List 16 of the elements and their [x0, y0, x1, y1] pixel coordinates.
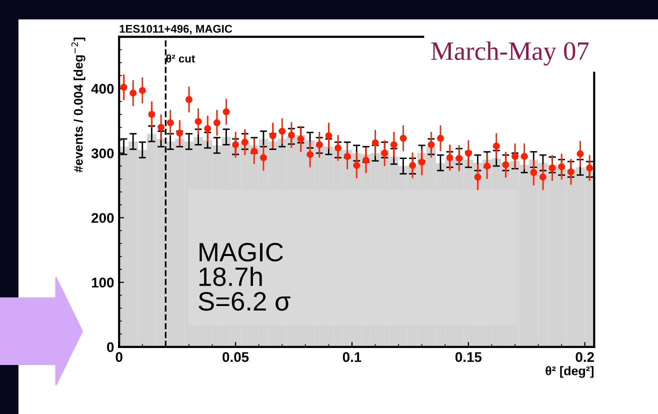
y-tick-label: 200	[92, 213, 114, 223]
y-axis-title: #events / 0.004 [deg$^{−2}$]	[71, 38, 86, 172]
x-tick-label: 0.05	[222, 352, 249, 362]
ref-line-label: θ² cut	[166, 54, 195, 63]
x-tick-label: 0.2	[576, 352, 594, 362]
x-tick-label: 0.15	[455, 352, 482, 362]
y-tick-label: 400	[91, 84, 114, 94]
annotation: MAGIC 18.7h S=6.2 σ	[198, 242, 290, 311]
x-tick-label: 0.1	[342, 352, 362, 362]
y-tick-label: 100	[92, 278, 114, 288]
y-tick-label: 300	[91, 148, 114, 158]
x-axis-title: θ² [deg²]	[546, 366, 594, 378]
x-tick-label: 0	[116, 352, 122, 362]
chart-title: 1ES1011+496, MAGIC	[120, 24, 232, 34]
annotation: March-May 07	[431, 41, 589, 66]
y-tick-label: 0	[107, 342, 114, 352]
